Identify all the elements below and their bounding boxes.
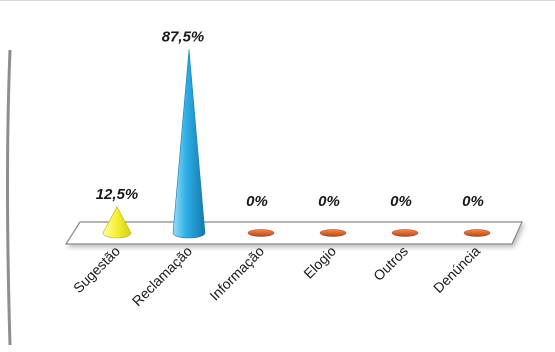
disc-mark-outros xyxy=(391,229,419,237)
category-labels-layer: Sugestão Reclamação Informação Elogio Outros… xyxy=(70,243,483,309)
disc-mark-informacao xyxy=(247,229,275,237)
value-label-reclamacao: 87,5% xyxy=(162,28,205,45)
value-label-informacao: 0% xyxy=(246,193,268,210)
category-label-informacao: Informação xyxy=(206,243,267,304)
value-label-elogio: 0% xyxy=(318,193,340,210)
value-label-sugestao: 12,5% xyxy=(96,186,139,203)
value-label-denuncia: 0% xyxy=(462,193,484,210)
category-label-elogio: Elogio xyxy=(300,243,339,282)
value-label-outros: 0% xyxy=(390,193,412,210)
cone-mark-reclamacao xyxy=(172,49,206,239)
disc-mark-denuncia xyxy=(463,229,491,237)
category-label-reclamacao: Reclamação xyxy=(129,243,195,309)
marks-layer xyxy=(102,49,491,239)
category-label-outros: Outros xyxy=(370,243,411,284)
cone-mark-sugestao xyxy=(102,206,132,239)
category-label-denuncia: Denúncia xyxy=(430,243,483,296)
frame-left-edge xyxy=(6,49,12,346)
disc-mark-elogio xyxy=(319,229,347,237)
category-label-sugestao: Sugestão xyxy=(70,243,123,296)
value-labels-layer: 12,5% 87,5% 0% 0% 0% 0% xyxy=(96,28,484,210)
chart-floor xyxy=(64,221,523,245)
